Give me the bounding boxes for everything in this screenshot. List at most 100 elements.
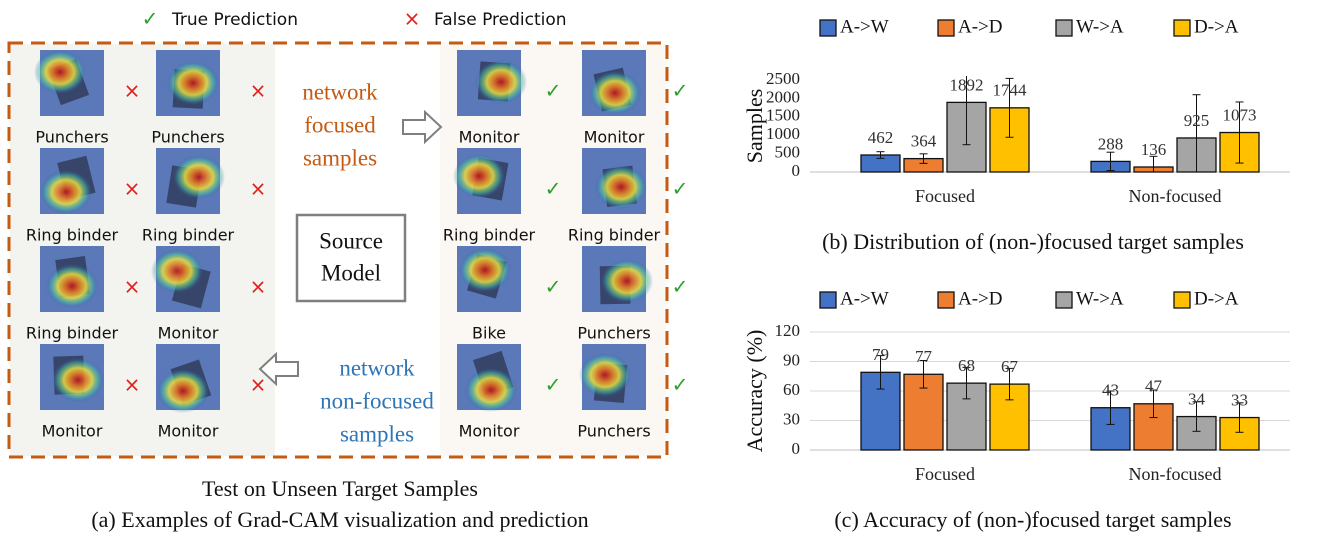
prediction-mark: × bbox=[250, 177, 267, 201]
prediction-mark: × bbox=[124, 79, 141, 103]
x-tick-label: Non-focused bbox=[1129, 186, 1222, 206]
prediction-mark: × bbox=[124, 275, 141, 299]
data-label: 364 bbox=[911, 132, 937, 151]
y-axis-label: Accuracy (%) bbox=[742, 330, 767, 453]
data-label: 1892 bbox=[950, 75, 984, 94]
data-label: 925 bbox=[1184, 111, 1210, 130]
data-label: 1744 bbox=[993, 81, 1028, 100]
prediction-mark: × bbox=[250, 275, 267, 299]
data-label: 288 bbox=[1098, 134, 1124, 153]
data-label: 68 bbox=[958, 356, 975, 375]
panel-text: non-focused bbox=[320, 388, 434, 413]
data-label: 462 bbox=[868, 128, 894, 147]
y-tick-label: 0 bbox=[792, 439, 801, 458]
legend-swatch bbox=[938, 20, 954, 36]
heatmap bbox=[151, 249, 203, 293]
heatmap bbox=[601, 259, 653, 303]
heatmap bbox=[40, 170, 92, 214]
y-tick-label: 120 bbox=[775, 321, 801, 340]
prediction-mark: ✓ bbox=[672, 79, 689, 103]
legend-label: True Prediction bbox=[171, 10, 298, 30]
panel-text: samples bbox=[340, 421, 414, 446]
heatmap bbox=[579, 353, 631, 397]
data-label: 47 bbox=[1145, 377, 1163, 396]
panel-text: focused bbox=[304, 112, 376, 137]
legend-swatch bbox=[1056, 292, 1072, 308]
data-label: 77 bbox=[915, 347, 933, 366]
data-label: 34 bbox=[1188, 389, 1206, 408]
sample-label: Monitor bbox=[459, 128, 520, 147]
y-tick-label: 2000 bbox=[766, 87, 800, 106]
y-tick-label: 2500 bbox=[766, 69, 800, 88]
arrow-right bbox=[403, 112, 441, 142]
legend-symbol: × bbox=[404, 7, 421, 31]
panel-text: network bbox=[339, 355, 415, 380]
sample-label: Ring binder bbox=[26, 324, 119, 343]
sample-label: Punchers bbox=[35, 128, 108, 147]
sample-label: Monitor bbox=[158, 324, 219, 343]
legend-label: A->D bbox=[958, 16, 1003, 37]
heatmap bbox=[46, 264, 98, 308]
sample-label: Monitor bbox=[584, 128, 645, 147]
legend-label: D->A bbox=[1194, 288, 1239, 309]
panel-text: samples bbox=[303, 145, 377, 170]
y-tick-label: 1000 bbox=[766, 124, 800, 143]
data-label: 1073 bbox=[1223, 105, 1257, 124]
data-label: 136 bbox=[1141, 140, 1167, 159]
legend-label: D->A bbox=[1194, 16, 1239, 37]
heatmap bbox=[465, 368, 517, 412]
prediction-mark: ✓ bbox=[672, 373, 689, 397]
caption: (a) Examples of Grad-CAM visualization a… bbox=[91, 507, 588, 532]
heatmap bbox=[157, 369, 209, 413]
heatmap bbox=[52, 358, 104, 402]
legend-label: W->A bbox=[1076, 288, 1124, 309]
legend-swatch bbox=[820, 292, 836, 308]
prediction-mark: ✓ bbox=[545, 275, 562, 299]
panel-text: network bbox=[302, 79, 378, 104]
sample-label: Punchers bbox=[151, 128, 224, 147]
prediction-mark: ✓ bbox=[672, 275, 689, 299]
sample-label: Monitor bbox=[459, 422, 520, 441]
heatmap bbox=[595, 165, 647, 209]
sample-label: Punchers bbox=[577, 422, 650, 441]
y-tick-label: 500 bbox=[775, 143, 801, 162]
prediction-mark: ✓ bbox=[672, 177, 689, 201]
legend-label: A->W bbox=[840, 16, 889, 37]
heatmap bbox=[453, 154, 505, 198]
y-tick-label: 30 bbox=[783, 409, 800, 428]
x-tick-label: Focused bbox=[915, 464, 975, 484]
legend-label: False Prediction bbox=[434, 10, 567, 30]
data-label: 67 bbox=[1001, 357, 1019, 376]
heatmap bbox=[475, 60, 527, 104]
prediction-mark: × bbox=[250, 373, 267, 397]
prediction-mark: × bbox=[124, 177, 141, 201]
y-tick-label: 90 bbox=[783, 350, 800, 369]
prediction-mark: × bbox=[124, 373, 141, 397]
legend-symbol: ✓ bbox=[142, 7, 159, 31]
heatmap bbox=[167, 61, 219, 105]
legend-swatch bbox=[1174, 20, 1190, 36]
legend-swatch bbox=[938, 292, 954, 308]
panel-text: Model bbox=[321, 260, 381, 285]
legend-label: A->W bbox=[840, 288, 889, 309]
legend-label: W->A bbox=[1076, 16, 1124, 37]
box-caption: Test on Unseen Target Samples bbox=[202, 476, 478, 501]
sample-label: Ring binder bbox=[142, 226, 235, 245]
data-label: 33 bbox=[1231, 390, 1248, 409]
legend-swatch bbox=[820, 20, 836, 36]
y-tick-label: 1500 bbox=[766, 106, 800, 125]
y-tick-label: 60 bbox=[783, 380, 800, 399]
x-tick-label: Focused bbox=[915, 186, 975, 206]
sample-label: Ring binder bbox=[568, 226, 661, 245]
y-tick-label: 0 bbox=[792, 161, 801, 180]
legend-swatch bbox=[1056, 20, 1072, 36]
sample-label: Monitor bbox=[42, 422, 103, 441]
prediction-mark: ✓ bbox=[545, 79, 562, 103]
figure: ✓ True Prediction × False Prediction Puncher… bbox=[0, 0, 1323, 537]
sample-label: Ring binder bbox=[443, 226, 536, 245]
heatmap bbox=[459, 248, 511, 292]
page: { "panel_a": { "legend": [ {"symbol": "✓… bbox=[0, 0, 1323, 537]
heatmap bbox=[589, 71, 641, 115]
heatmap bbox=[34, 50, 86, 94]
data-label: 43 bbox=[1102, 381, 1119, 400]
